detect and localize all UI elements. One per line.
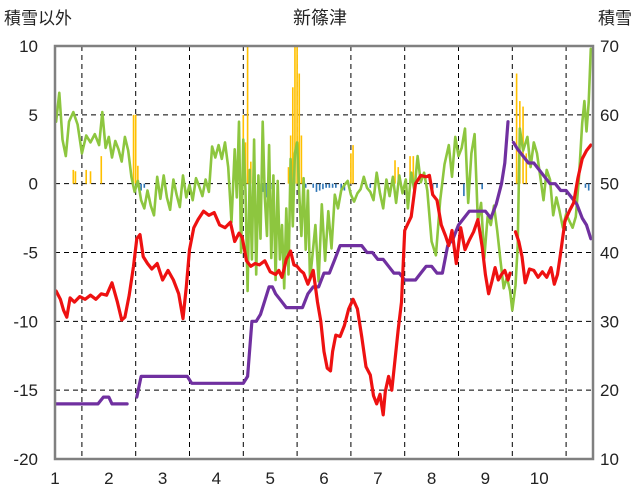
right-tick-label: 20 bbox=[600, 381, 619, 400]
precipitation-bar bbox=[137, 165, 139, 184]
precipitation-bar bbox=[74, 171, 77, 184]
precipitation-bar bbox=[246, 46, 249, 184]
series-lines bbox=[54, 47, 593, 417]
right-tick-label: 50 bbox=[600, 175, 619, 194]
precipitation-bar bbox=[515, 73, 518, 184]
left-tick-label: 5 bbox=[29, 106, 38, 125]
right-axis-label: 積雪 bbox=[598, 9, 632, 28]
precipitation-bar bbox=[331, 183, 334, 188]
precipitation-bar bbox=[291, 87, 294, 184]
right-tick-label: 40 bbox=[600, 244, 619, 263]
x-tick-label: 7 bbox=[373, 469, 382, 488]
precipitation-bar bbox=[481, 183, 483, 190]
left-tick-label: -20 bbox=[13, 450, 38, 469]
plot-frame bbox=[53, 44, 595, 461]
precipitation-bar bbox=[89, 171, 92, 184]
snow-depth-seg3-line bbox=[511, 140, 593, 241]
x-tick-label: 4 bbox=[212, 469, 221, 488]
precipitation-bar bbox=[304, 183, 307, 188]
precipitation-bar bbox=[318, 183, 321, 191]
gridlines bbox=[55, 46, 593, 459]
precipitation-bar bbox=[143, 183, 146, 188]
precipitation-bar bbox=[394, 160, 396, 184]
x-tick-label: 1 bbox=[50, 469, 59, 488]
temperature-line bbox=[54, 173, 512, 417]
left-tick-label: -5 bbox=[23, 244, 38, 263]
x-tick-label: 10 bbox=[530, 469, 549, 488]
temperature-seg2-line bbox=[513, 143, 593, 286]
precipitation-bar bbox=[409, 156, 411, 184]
precipitation-bar bbox=[369, 183, 372, 188]
left-tick-label: -10 bbox=[13, 312, 38, 331]
left-tick-label: 0 bbox=[29, 175, 38, 194]
precipitation-bar bbox=[350, 153, 352, 184]
precipitation-bar bbox=[72, 169, 75, 184]
precipitation-bar bbox=[412, 156, 415, 184]
right-tick-label: 30 bbox=[600, 312, 619, 331]
x-tick-label: 5 bbox=[265, 469, 274, 488]
precipitation-bar bbox=[85, 169, 88, 184]
precipitation-bar bbox=[436, 183, 438, 188]
snow-depth-line bbox=[54, 395, 129, 406]
precipitation-bar bbox=[325, 183, 327, 188]
precipitation-bar bbox=[322, 183, 324, 190]
precipitation-bar bbox=[294, 46, 296, 184]
x-tick-label: 3 bbox=[158, 469, 167, 488]
right-tick-label: 70 bbox=[600, 37, 619, 56]
right-tick-label: 10 bbox=[600, 450, 619, 469]
precipitation-bar bbox=[352, 145, 354, 184]
x-tick-label: 9 bbox=[481, 469, 490, 488]
snow-depth-seg2-line bbox=[135, 120, 510, 399]
left-axis-label: 積雪以外 bbox=[4, 9, 72, 28]
precipitation-bar bbox=[587, 183, 590, 191]
precipitation-bar bbox=[300, 135, 303, 184]
chart-title: 新篠津 bbox=[293, 8, 347, 28]
precipitation-bar bbox=[312, 183, 315, 188]
x-tick-label: 6 bbox=[319, 469, 328, 488]
precipitation-bar bbox=[340, 183, 343, 191]
precipitation-bar bbox=[335, 183, 337, 188]
precipitation-bar bbox=[140, 183, 142, 191]
precipitation-bar bbox=[134, 114, 137, 184]
precipitation-bar bbox=[296, 46, 298, 184]
precipitation-bar bbox=[100, 156, 103, 184]
x-tick-label: 8 bbox=[427, 469, 436, 488]
precipitation-bar bbox=[328, 183, 331, 188]
precipitation-bar bbox=[584, 183, 587, 188]
left-tick-label: -15 bbox=[13, 381, 38, 400]
left-tick-label: 10 bbox=[19, 37, 38, 56]
precipitation-bar bbox=[298, 73, 301, 184]
precipitation-bar bbox=[525, 153, 528, 184]
precipitation-bar bbox=[287, 167, 290, 184]
precipitation-bar bbox=[463, 183, 465, 197]
precipitation-bar bbox=[132, 114, 135, 184]
right-tick-label: 60 bbox=[600, 106, 619, 125]
precipitation-bar bbox=[315, 183, 318, 192]
x-tick-label: 2 bbox=[104, 469, 113, 488]
